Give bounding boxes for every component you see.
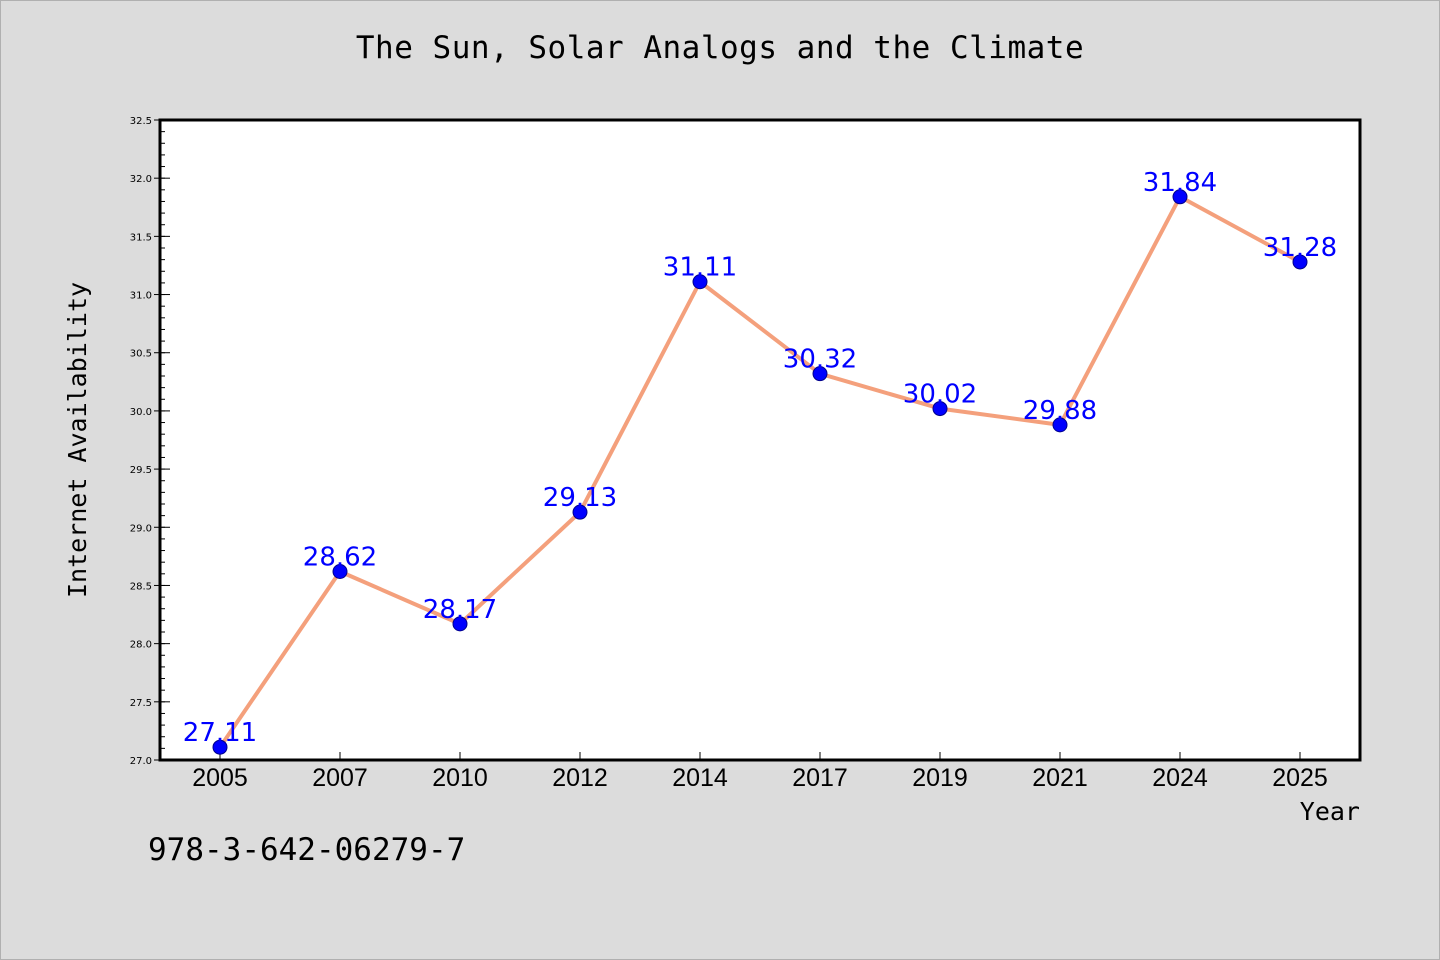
y-tick-label: 30.0 bbox=[130, 407, 152, 418]
y-tick-label: 27.5 bbox=[130, 698, 152, 709]
data-point-label: 31.11 bbox=[663, 253, 737, 283]
x-tick-label: 2014 bbox=[672, 764, 728, 792]
y-axis-ticks: 27.0 27.5 28.0 28.5 29.0 29.5 30.0 30.5 31.0 31.5… bbox=[130, 116, 170, 767]
data-point-label: 30.02 bbox=[903, 380, 977, 410]
series-line bbox=[218, 194, 1301, 749]
data-point-marker bbox=[1052, 417, 1068, 433]
x-axis-ticks: 2005 2007 2010 2012 2014 2017 2019 2021 2024 2025 bbox=[192, 752, 1328, 792]
x-axis-label: Year bbox=[1300, 797, 1360, 826]
data-point-marker bbox=[692, 274, 708, 290]
x-tick-label: 2007 bbox=[312, 764, 368, 792]
data-point-label: 28.17 bbox=[423, 595, 497, 625]
data-point-marker bbox=[1292, 254, 1308, 270]
chart-title: The Sun, Solar Analogs and the Climate bbox=[355, 30, 1085, 66]
y-tick-label: 31.5 bbox=[130, 232, 152, 243]
data-point-marker bbox=[212, 739, 228, 755]
data-point-label: 31.28 bbox=[1263, 233, 1337, 263]
data-point-marker bbox=[332, 563, 348, 579]
y-tick-label: 32.5 bbox=[130, 116, 152, 127]
data-point-label: 29.88 bbox=[1023, 396, 1097, 426]
data-point-marker bbox=[932, 401, 948, 417]
data-point-label: 30.32 bbox=[783, 345, 857, 375]
isbn-label: 978-3-642-06279-7 bbox=[148, 832, 466, 868]
plot-area bbox=[160, 120, 1360, 760]
plot-border bbox=[158, 118, 1362, 762]
data-point-marker bbox=[452, 616, 468, 632]
data-point-label: 31.84 bbox=[1143, 168, 1217, 198]
x-tick-label: 2025 bbox=[1272, 764, 1328, 792]
y-tick-label: 27.0 bbox=[130, 756, 152, 767]
x-tick-label: 2010 bbox=[432, 764, 488, 792]
x-tick-label: 2021 bbox=[1032, 764, 1088, 792]
data-point-label: 28.62 bbox=[303, 542, 377, 572]
x-tick-label: 2024 bbox=[1152, 764, 1208, 792]
x-tick-label: 2012 bbox=[552, 764, 608, 792]
y-tick-label: 32.0 bbox=[130, 174, 152, 185]
y-tick-label: 28.5 bbox=[130, 581, 152, 592]
y-tick-label: 30.5 bbox=[130, 349, 152, 360]
x-tick-label: 2019 bbox=[912, 764, 968, 792]
data-point-label: 29.13 bbox=[543, 483, 617, 513]
y-tick-label: 28.0 bbox=[130, 640, 152, 651]
y-axis-label: Internet Availability bbox=[63, 282, 92, 598]
data-point-label: 27.11 bbox=[183, 718, 257, 748]
y-tick-label: 31.0 bbox=[130, 291, 152, 302]
x-tick-label: 2005 bbox=[192, 764, 248, 792]
data-point-marker bbox=[812, 366, 828, 382]
y-tick-label: 29.5 bbox=[130, 465, 152, 476]
data-point-marker bbox=[1172, 189, 1188, 205]
data-point-marker bbox=[572, 504, 588, 520]
x-tick-label: 2017 bbox=[792, 764, 848, 792]
series-markers bbox=[212, 189, 1308, 755]
y-tick-label: 29.0 bbox=[130, 523, 152, 534]
data-labels: 27.11 28.62 28.17 29.13 31.11 30.32 30.02 29.88… bbox=[183, 168, 1337, 748]
